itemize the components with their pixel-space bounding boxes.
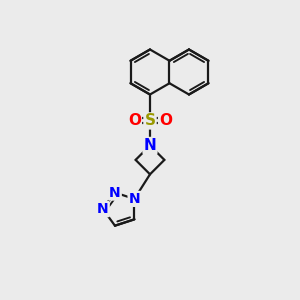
Text: N: N [97, 202, 109, 216]
Text: O: O [128, 113, 141, 128]
Text: S: S [145, 113, 155, 128]
Text: N: N [144, 138, 156, 153]
Text: O: O [159, 113, 172, 128]
Text: N: N [129, 192, 140, 206]
Text: N: N [109, 186, 121, 200]
